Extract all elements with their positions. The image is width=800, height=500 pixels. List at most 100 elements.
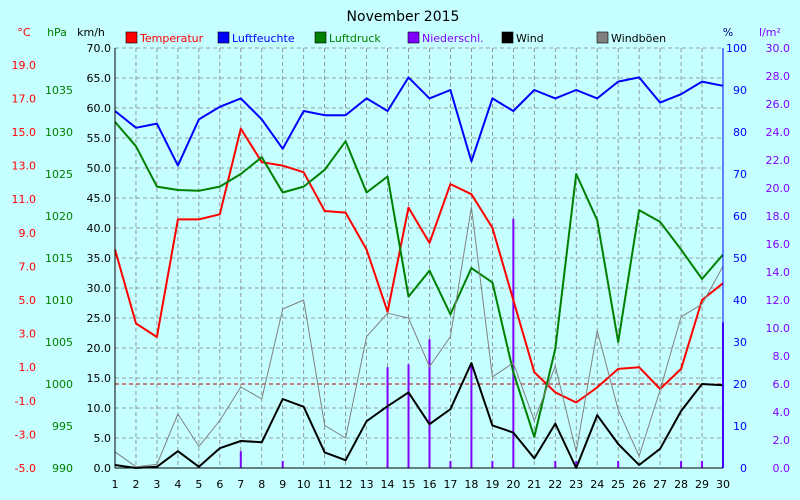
precipitation-tick-label: 16.0 xyxy=(766,238,791,251)
x-tick-label: 24 xyxy=(590,478,604,491)
wind-tick-label: 0.0 xyxy=(94,462,112,475)
temperature-tick-label: 13.0 xyxy=(12,160,37,173)
precipitation-tick-label: 20.0 xyxy=(766,182,791,195)
temperature-tick-label: -1.0 xyxy=(15,395,36,408)
wind-tick-label: 35.0 xyxy=(87,252,112,265)
precipitation-bar xyxy=(449,461,452,468)
legend-label: Windböen xyxy=(611,32,666,45)
temperature-tick-label: 5.0 xyxy=(19,294,37,307)
series-line-windb-en xyxy=(114,206,724,468)
x-tick-label: 17 xyxy=(443,478,457,491)
pressure-tick-label: 1030 xyxy=(45,126,73,139)
precipitation-bar xyxy=(617,461,620,468)
chart-title: November 2015 xyxy=(347,9,460,25)
x-tick-label: 26 xyxy=(632,478,646,491)
humidity-tick-label: 0 xyxy=(740,462,747,475)
wind-tick-label: 40.0 xyxy=(87,222,112,235)
temperature-tick-label: 19.0 xyxy=(12,59,37,72)
humidity-tick-label: 60 xyxy=(733,210,747,223)
temperature-tick-label: 15.0 xyxy=(12,126,37,139)
x-tick-label: 30 xyxy=(716,478,730,491)
x-tick-label: 15 xyxy=(402,478,416,491)
legend-label: Niederschl. xyxy=(422,32,484,45)
precipitation-bar xyxy=(491,461,494,468)
precipitation-tick-label: 14.0 xyxy=(766,266,791,279)
x-tick-label: 10 xyxy=(297,478,311,491)
wind-tick-label: 30.0 xyxy=(87,282,112,295)
legend-swatch-temperatur xyxy=(125,31,138,44)
x-tick-label: 13 xyxy=(360,478,374,491)
x-tick-label: 6 xyxy=(216,478,223,491)
precipitation-tick-label: 10.0 xyxy=(766,322,791,335)
pressure-tick-label: 1035 xyxy=(45,84,73,97)
x-tick-label: 12 xyxy=(339,478,353,491)
wind-tick-label: 70.0 xyxy=(87,42,112,55)
precipitation-tick-label: 18.0 xyxy=(766,210,791,223)
humidity-tick-label: 80 xyxy=(733,126,747,139)
wind-tick-label: 25.0 xyxy=(87,312,112,325)
x-tick-label: 3 xyxy=(153,478,160,491)
legend-swatch-windb-en xyxy=(596,31,609,44)
wind-tick-label: 15.0 xyxy=(87,372,112,385)
axes-layer: 19.017.015.013.011.09.07.05.03.01.0-1.0-… xyxy=(12,42,791,491)
legend-label: Luftdruck xyxy=(329,32,381,45)
precipitation-tick-label: 28.0 xyxy=(766,70,791,83)
x-tick-label: 23 xyxy=(569,478,583,491)
humidity-axis-unit: % xyxy=(723,26,733,39)
precipitation-bar xyxy=(428,339,431,468)
wind-tick-label: 60.0 xyxy=(87,102,112,115)
legend-swatch-niederschl- xyxy=(407,31,420,44)
precipitation-tick-label: 26.0 xyxy=(766,98,791,111)
legend-swatch-luftdruck xyxy=(314,31,327,44)
temperature-tick-label: -3.0 xyxy=(15,428,36,441)
precipitation-bar xyxy=(407,364,410,468)
precipitation-tick-label: 8.0 xyxy=(773,350,791,363)
wind-tick-label: 5.0 xyxy=(94,432,112,445)
temperature-axis-unit: °C xyxy=(17,26,31,39)
humidity-tick-label: 20 xyxy=(733,378,747,391)
humidity-tick-label: 10 xyxy=(733,420,747,433)
series-line-temperatur xyxy=(114,127,724,404)
x-tick-label: 8 xyxy=(258,478,265,491)
precipitation-bar xyxy=(281,461,284,468)
legend-label: Temperatur xyxy=(139,32,204,45)
precipitation-bar xyxy=(470,364,473,468)
precipitation-bar xyxy=(680,461,683,468)
pressure-tick-label: 1015 xyxy=(45,252,73,265)
temperature-tick-label: 17.0 xyxy=(12,92,37,105)
temperature-tick-label: 9.0 xyxy=(19,227,37,240)
temperature-tick-label: 3.0 xyxy=(19,328,37,341)
x-tick-label: 11 xyxy=(318,478,332,491)
series-line-luftdruck xyxy=(114,121,724,438)
x-tick-label: 18 xyxy=(464,478,478,491)
series-line-wind xyxy=(114,362,724,469)
x-tick-label: 7 xyxy=(237,478,244,491)
precipitation-bar xyxy=(512,218,515,468)
wind-tick-label: 50.0 xyxy=(87,162,112,175)
x-tick-label: 28 xyxy=(674,478,688,491)
pressure-tick-label: 1025 xyxy=(45,168,73,181)
precipitation-bar xyxy=(554,461,557,468)
precipitation-axis-unit: l/m² xyxy=(759,26,781,39)
wind-tick-label: 55.0 xyxy=(87,132,112,145)
humidity-tick-label: 30 xyxy=(733,336,747,349)
legend-label: Wind xyxy=(516,32,544,45)
temperature-tick-label: 1.0 xyxy=(19,361,37,374)
x-tick-label: 21 xyxy=(527,478,541,491)
pressure-tick-label: 1010 xyxy=(45,294,73,307)
precipitation-bar xyxy=(701,461,704,468)
x-tick-label: 20 xyxy=(506,478,520,491)
precipitation-tick-label: 24.0 xyxy=(766,126,791,139)
legend-swatch-wind xyxy=(501,31,514,44)
precipitation-tick-label: 4.0 xyxy=(773,406,791,419)
x-tick-label: 29 xyxy=(695,478,709,491)
wind-axis-unit: km/h xyxy=(77,26,105,39)
pressure-tick-label: 990 xyxy=(52,462,73,475)
pressure-tick-label: 1005 xyxy=(45,336,73,349)
precipitation-tick-label: 12.0 xyxy=(766,294,791,307)
x-tick-label: 22 xyxy=(548,478,562,491)
precipitation-tick-label: 6.0 xyxy=(773,378,791,391)
humidity-tick-label: 90 xyxy=(733,84,747,97)
x-tick-label: 4 xyxy=(174,478,181,491)
